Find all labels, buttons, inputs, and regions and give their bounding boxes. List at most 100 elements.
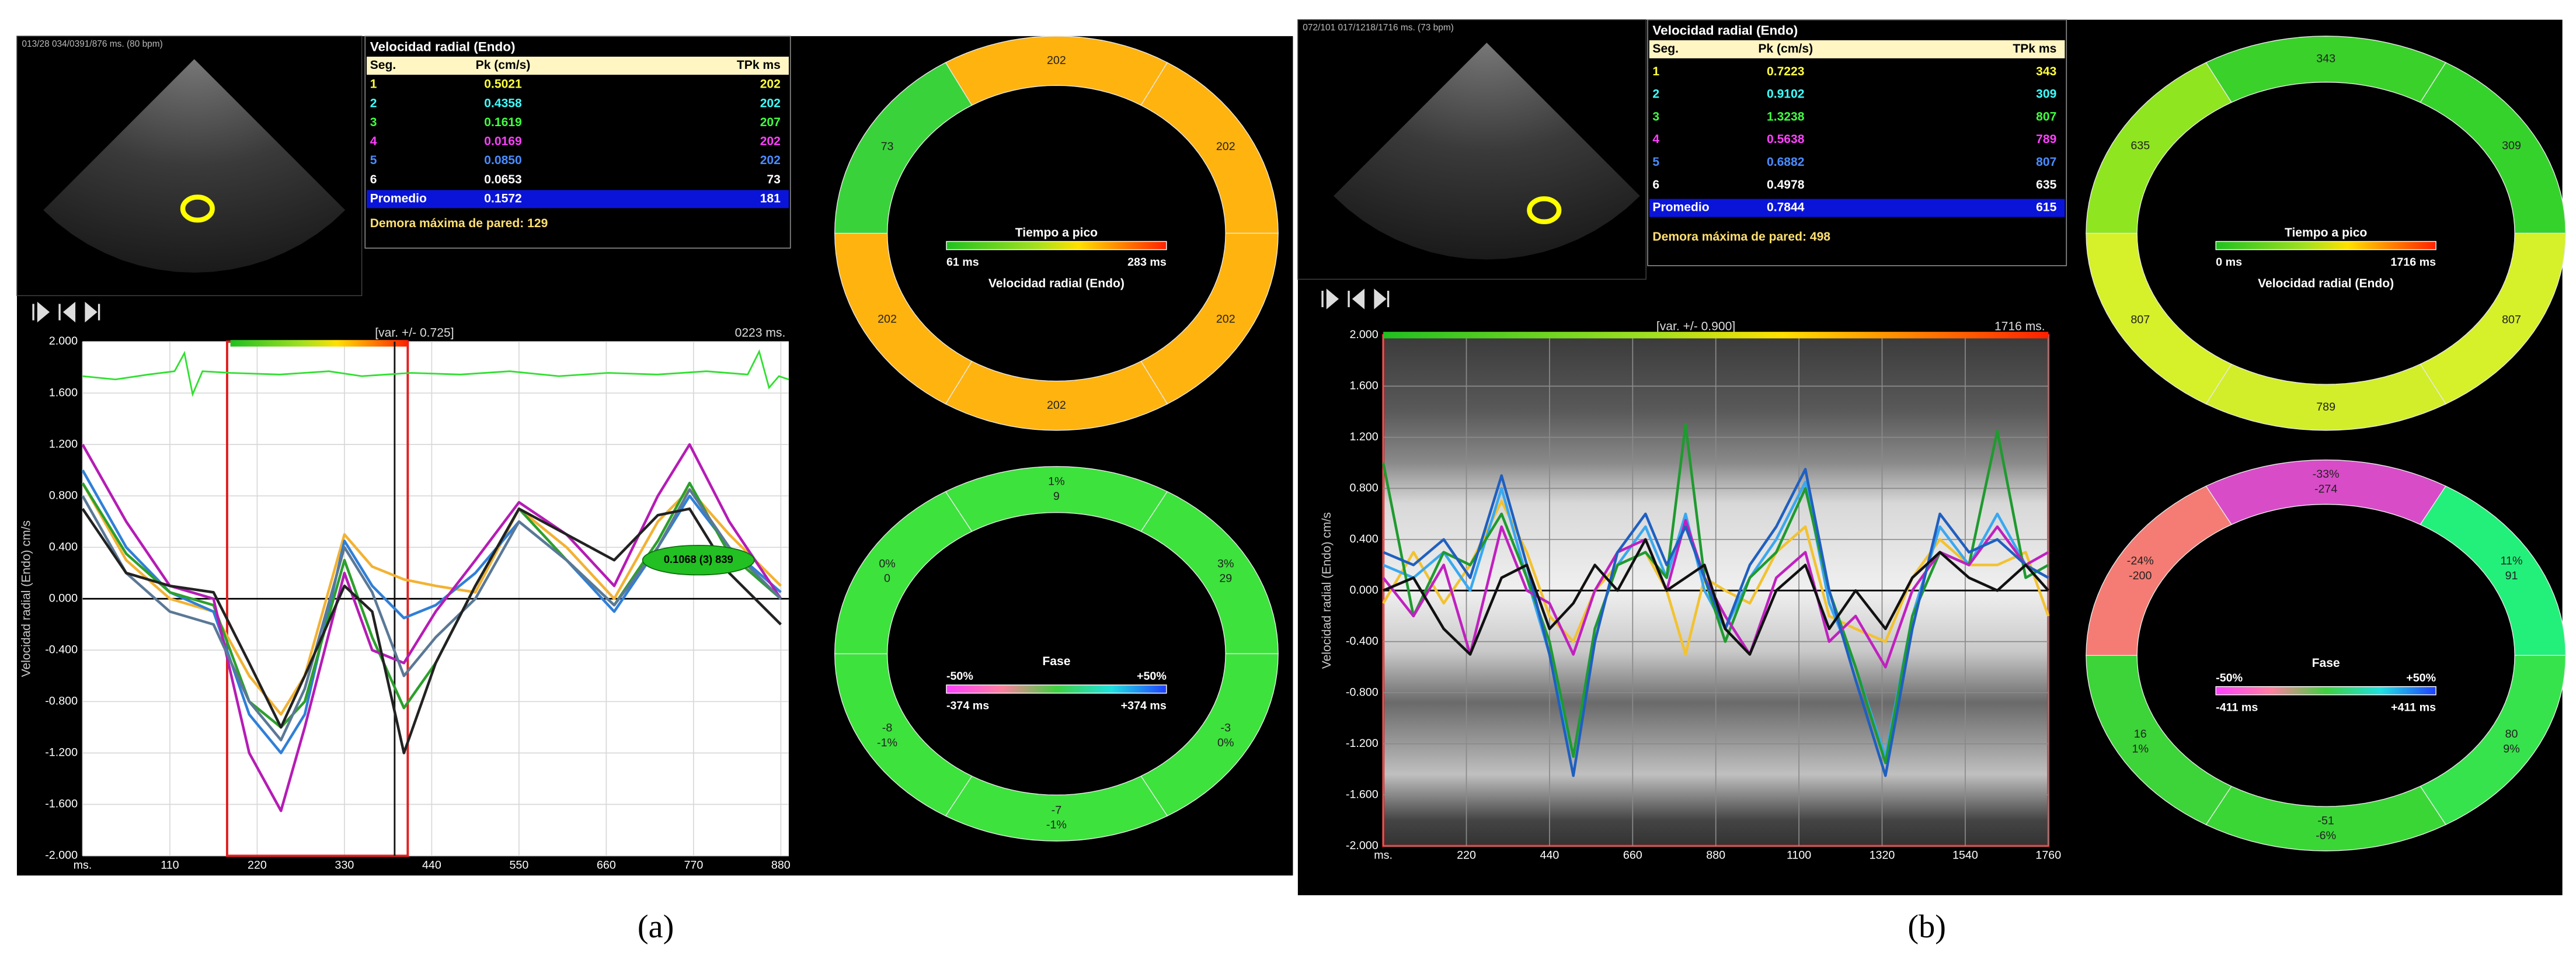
y-tick-label: -2.000: [1346, 839, 1378, 852]
y-tick-label: 2.000: [49, 335, 78, 347]
segment-label: 1%: [2132, 743, 2149, 756]
table-cell: 2: [370, 96, 377, 110]
table-cell: 4: [1652, 133, 1659, 146]
segment-label: 9%: [2503, 743, 2519, 756]
overlay: [230, 340, 408, 347]
table-cell: 0.5021: [484, 78, 522, 91]
x-tick-label: 770: [684, 859, 703, 872]
table-cell: 3: [1652, 110, 1659, 123]
table-cell: 202: [760, 78, 781, 91]
table-cell: 202: [760, 96, 781, 110]
y-tick-label: 1.600: [1349, 379, 1378, 392]
playback-button[interactable]: [1348, 288, 1365, 310]
table-cell: 3: [370, 116, 377, 129]
y-tick-label: 0.000: [49, 592, 78, 604]
y-tick-label: 0.400: [1349, 533, 1378, 545]
x-tick-label: 220: [1457, 849, 1476, 862]
legend-label: +50%: [1137, 670, 1167, 683]
table-cell: 73: [767, 173, 780, 186]
average-row-bg: [367, 190, 789, 208]
segment-label: 9: [1053, 490, 1060, 503]
y-tick-label: 1.200: [1349, 430, 1378, 443]
table-cell: 309: [2036, 88, 2056, 101]
table-cell: 807: [2036, 110, 2056, 123]
playback-button[interactable]: [85, 301, 100, 323]
data-line: [81, 488, 782, 742]
table-cell: 2: [1652, 88, 1659, 101]
table-cell: 635: [2036, 178, 2056, 192]
segment-label: 16: [2134, 728, 2147, 741]
table-cell: 1: [370, 78, 377, 91]
column-header: Pk (cm/s): [1758, 42, 1813, 55]
chart-header: 0223 ms.: [735, 326, 786, 340]
table-header-bg: [367, 57, 789, 75]
data-line: [1383, 468, 2049, 777]
table-cell: 343: [2036, 65, 2056, 78]
table-cell: 0.0653: [484, 173, 521, 186]
y-tick-label: 0.000: [1349, 583, 1378, 596]
table-cell: 6: [1652, 178, 1659, 192]
table-cell: 202: [760, 135, 781, 148]
table-cell: 0.1619: [484, 116, 521, 129]
segment-label: 202: [878, 312, 897, 325]
panel-caption: (b): [1907, 909, 1946, 945]
legend-bar: [946, 241, 1167, 251]
segment-label: 3%: [1217, 557, 1234, 570]
playback-button[interactable]: [58, 301, 76, 323]
table-cell: 0.4358: [484, 96, 522, 110]
segment-label: 1%: [1048, 475, 1064, 488]
segment-label: 789: [2316, 401, 2335, 413]
x-tick-label: 220: [248, 859, 267, 872]
legend-label: -374 ms: [946, 700, 989, 712]
segment-label: 343: [2316, 52, 2335, 65]
column-header: Seg.: [1652, 42, 1679, 55]
segment-label: 11%: [2501, 554, 2523, 567]
y-tick-label: 2.000: [1349, 328, 1378, 341]
ring-segment: [834, 62, 973, 234]
segment-label: 635: [2131, 140, 2150, 152]
y-tick-label: -1.200: [45, 746, 78, 759]
table-cell: 0.7223: [1767, 65, 1804, 78]
ultrasound-header: 072/101 017/1218/1716 ms. (73 bpm): [1303, 23, 1454, 33]
segment-label: 807: [2131, 314, 2150, 326]
annotation-text: 0.1068 (3) 839: [664, 553, 733, 565]
segment-label: 91: [2505, 569, 2518, 582]
table-cell: 202: [760, 154, 781, 167]
segment-label: -1%: [1046, 819, 1067, 832]
table-cell: 0.0169: [484, 135, 521, 148]
segment-label: -24%: [2127, 554, 2154, 567]
playback-button[interactable]: [32, 301, 50, 323]
y-axis-label: Velocidad radial (Endo) cm/s: [1320, 512, 1334, 669]
x-tick-label: 1320: [1870, 849, 1895, 862]
table-note: Demora máxima de pared: 498: [1652, 230, 1830, 244]
segment-label: 0%: [879, 557, 895, 570]
legend-label: 283 ms: [1127, 256, 1167, 269]
average-cell: 0.7844: [1767, 201, 1805, 214]
segment-label: 0: [884, 572, 890, 585]
legend-label: 0 ms: [2216, 256, 2242, 269]
ultrasound-sector: [43, 59, 346, 273]
y-axis-label: Velocidad radial (Endo) cm/s: [19, 520, 33, 677]
segment-label: 202: [1216, 312, 1235, 325]
y-tick-label: 0.800: [49, 489, 78, 502]
ring-segment: [834, 491, 973, 655]
legend-subtitle: Velocidad radial (Endo): [2258, 277, 2394, 290]
segment-label: -200: [2129, 569, 2152, 582]
segment-label: -8: [882, 722, 893, 735]
legend-label: -50%: [2216, 672, 2243, 684]
table-cell: 0.9102: [1767, 88, 1804, 101]
table-cell: 207: [760, 116, 781, 129]
segment-label: -274: [2314, 482, 2337, 495]
playback-button[interactable]: [1321, 288, 1339, 310]
y-tick-label: -0.400: [1346, 635, 1378, 648]
table-cell: 4: [370, 135, 377, 148]
y-tick-label: 1.600: [49, 386, 78, 399]
playback-button[interactable]: [1374, 288, 1390, 310]
legend-label: +411 ms: [2391, 701, 2436, 714]
segment-label: 0%: [1217, 736, 1234, 749]
average-cell: Promedio: [1652, 201, 1709, 214]
legend-label: 1716 ms: [2390, 256, 2436, 269]
legend-bar: [2215, 686, 2436, 696]
x-tick-label: 660: [597, 859, 616, 872]
